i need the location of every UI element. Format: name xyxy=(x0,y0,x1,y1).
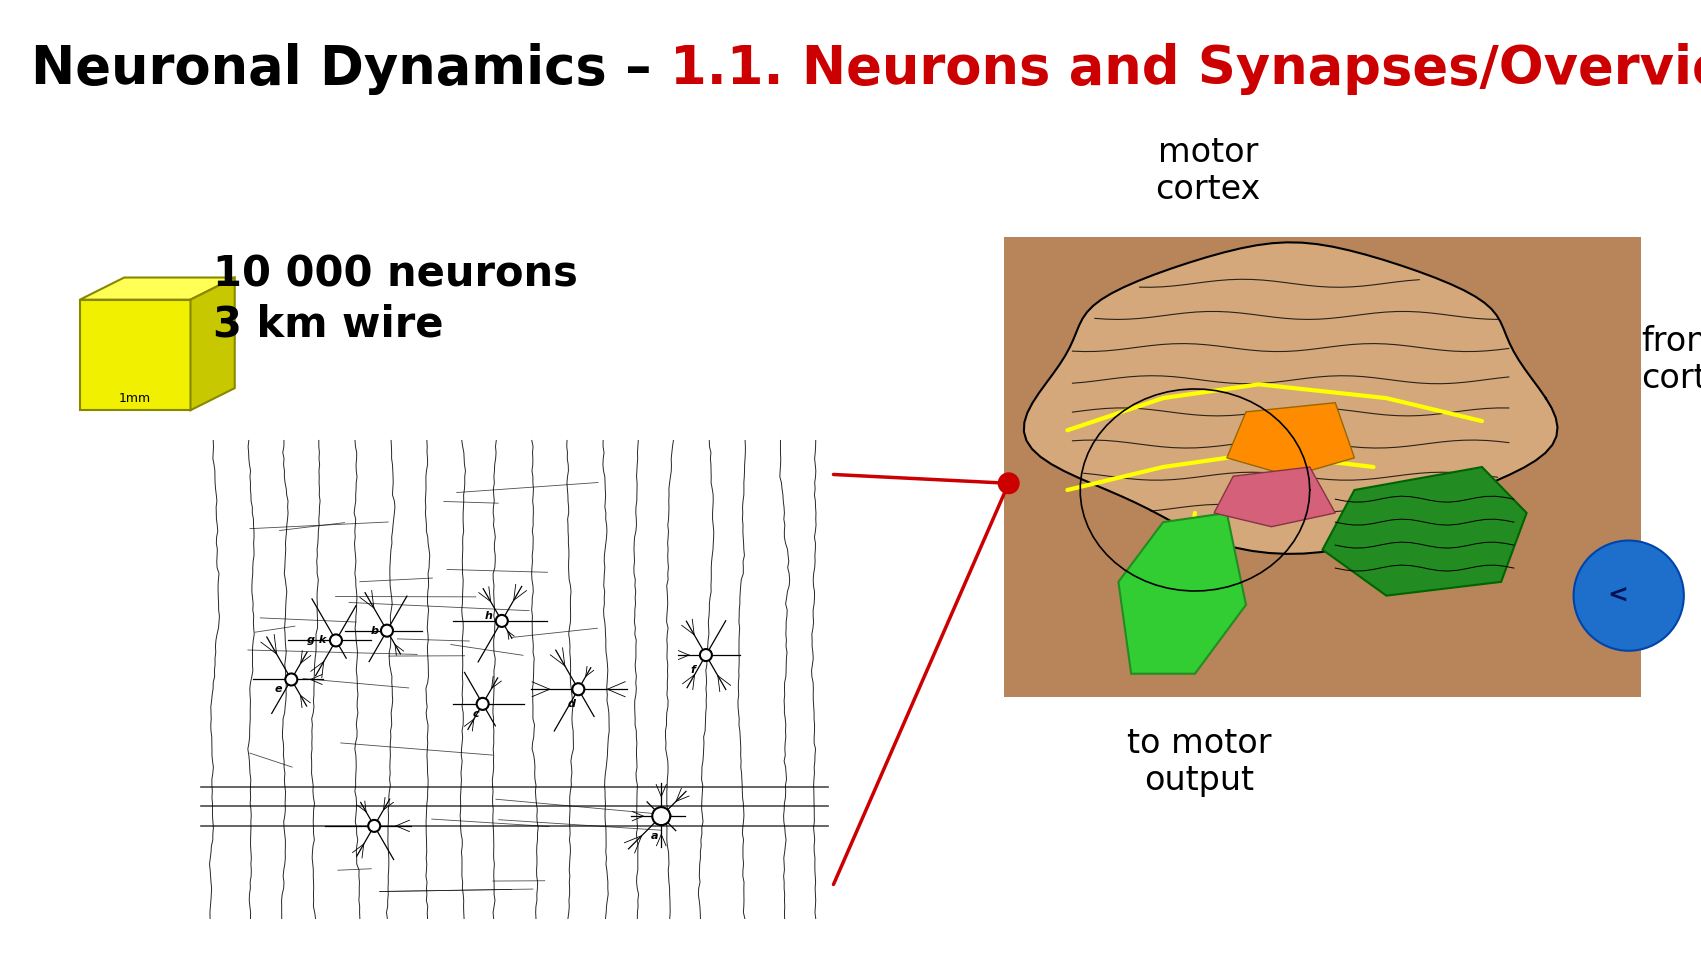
Text: frontal
cortex: frontal cortex xyxy=(1641,325,1701,395)
Text: b: b xyxy=(371,626,378,635)
Text: g k: g k xyxy=(308,635,327,645)
Circle shape xyxy=(572,683,585,695)
Circle shape xyxy=(1573,541,1684,651)
Circle shape xyxy=(699,649,713,661)
Polygon shape xyxy=(1226,403,1354,477)
Polygon shape xyxy=(1024,242,1558,554)
Text: motor
cortex: motor cortex xyxy=(1155,136,1260,206)
Circle shape xyxy=(998,473,1019,494)
Text: a: a xyxy=(651,831,658,840)
Text: <: < xyxy=(1607,584,1628,608)
Text: h: h xyxy=(485,611,493,621)
Circle shape xyxy=(381,625,393,636)
Polygon shape xyxy=(191,278,235,411)
Circle shape xyxy=(367,820,381,832)
Bar xyxy=(1004,237,1641,697)
Polygon shape xyxy=(1322,467,1526,595)
Text: f: f xyxy=(691,665,696,675)
Text: Neuronal Dynamics –: Neuronal Dynamics – xyxy=(31,43,670,95)
Bar xyxy=(196,435,833,924)
Text: 10 000 neurons
3 km wire: 10 000 neurons 3 km wire xyxy=(213,254,578,345)
Polygon shape xyxy=(80,300,191,411)
Polygon shape xyxy=(80,278,235,300)
Text: to motor
output: to motor output xyxy=(1128,727,1271,797)
Polygon shape xyxy=(1118,513,1245,674)
Text: d: d xyxy=(568,699,577,709)
Circle shape xyxy=(330,634,342,646)
Text: 1mm: 1mm xyxy=(119,392,151,405)
Circle shape xyxy=(286,674,298,685)
Circle shape xyxy=(476,698,488,710)
Text: c: c xyxy=(473,708,480,719)
Circle shape xyxy=(495,615,509,627)
Polygon shape xyxy=(1215,467,1335,526)
Text: e: e xyxy=(276,684,282,694)
Circle shape xyxy=(651,807,670,825)
Text: 1.1. Neurons and Synapses/Overview: 1.1. Neurons and Synapses/Overview xyxy=(670,43,1701,95)
